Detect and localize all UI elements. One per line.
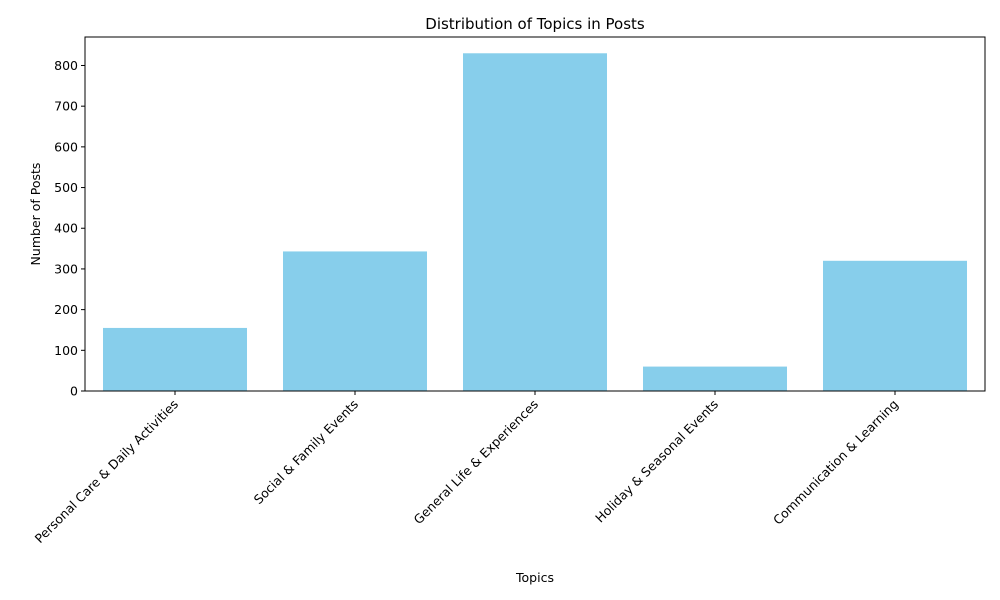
bar-3 [463, 53, 607, 391]
x-tick-label: Holiday & Seasonal Events [592, 397, 721, 526]
y-tick-label: 400 [54, 221, 78, 236]
y-tick-label: 700 [54, 99, 78, 114]
y-axis-title: Number of Posts [28, 163, 43, 266]
plot-area: 0 100 200 300 400 500 600 700 800 Personal Care &… [32, 36, 986, 546]
x-tick-label: Personal Care & Daily Activities [32, 397, 181, 546]
x-axis-title: Topics [515, 570, 554, 585]
y-tick-label: 600 [54, 139, 78, 154]
bar-2 [283, 251, 427, 391]
bar-1 [103, 327, 247, 391]
y-tick-label: 500 [54, 180, 78, 195]
y-tick-label: 100 [54, 343, 78, 358]
y-tick-label: 0 [70, 384, 78, 399]
x-tick-label: General Life & Experiences [411, 397, 542, 528]
x-tick-label: Communication & Learning [770, 397, 901, 528]
chart-title: Distribution of Topics in Posts [425, 15, 645, 33]
bar-5 [823, 260, 967, 391]
y-tick-label: 300 [54, 261, 78, 276]
bar-4 [643, 366, 787, 391]
x-tick-label: Social & Family Events [251, 397, 362, 508]
y-tick-label: 200 [54, 302, 78, 317]
y-tick-label: 800 [54, 58, 78, 73]
